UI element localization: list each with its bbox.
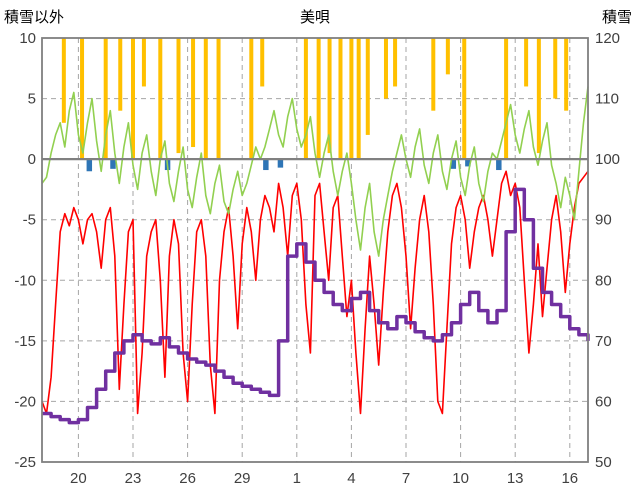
x-axis-tick-label: 23 — [125, 470, 142, 487]
right-axis-tick-label: 70 — [595, 333, 612, 350]
snowfall-bars — [393, 38, 398, 87]
left-axis-tick-label: -15 — [14, 333, 36, 350]
snowfall-bars — [118, 38, 123, 111]
left-axis-tick-label: -20 — [14, 393, 36, 410]
x-axis-tick-label: 26 — [179, 470, 196, 487]
snowfall-bars — [338, 38, 343, 160]
rain-bars — [110, 159, 116, 169]
snowfall-bars — [356, 38, 361, 160]
snowfall-bars — [316, 38, 321, 160]
x-axis-tick-label: 10 — [452, 470, 469, 487]
right-axis-tick-label: 50 — [595, 454, 612, 471]
snowfall-bars — [462, 38, 467, 160]
right-axis-tick-label: 80 — [595, 272, 612, 289]
rain-bars — [465, 159, 471, 167]
snowfall-bars — [564, 38, 569, 111]
snowfall-bars — [130, 38, 136, 160]
right-axis-tick-label: 90 — [595, 212, 612, 229]
left-axis-title: 積雪以外 — [4, 9, 65, 26]
snowfall-bars — [504, 38, 509, 160]
rain-bars — [450, 159, 457, 169]
left-axis-tick-label: -25 — [14, 454, 36, 471]
left-axis-tick-label: 10 — [19, 30, 36, 47]
x-axis-tick-label: 16 — [561, 470, 578, 487]
snowfall-bars — [445, 38, 450, 75]
rain-bars — [496, 159, 502, 171]
snowfall-bars — [524, 38, 529, 87]
snowfall-bars — [80, 38, 85, 160]
right-axis-tick-label: 100 — [595, 151, 620, 168]
snowfall-bars — [536, 38, 541, 154]
x-axis-tick-label: 20 — [70, 470, 87, 487]
chart-title: 美唄 — [299, 9, 330, 26]
snowfall-bars — [216, 38, 221, 160]
snow-depth-line — [42, 187, 590, 425]
plot-border — [41, 37, 589, 463]
left-axis-tick-label: -10 — [14, 272, 36, 289]
right-axis-title: 積雪 — [601, 9, 632, 26]
snowfall-bars — [327, 38, 332, 154]
snowfall-bars — [383, 38, 388, 99]
right-axis-tick-label: 120 — [595, 30, 620, 47]
red-line — [41, 170, 589, 415]
snowfall-bars — [365, 38, 370, 135]
x-axis-tick-label: 29 — [234, 470, 251, 487]
x-axis-tick-label: 1 — [293, 470, 301, 487]
x-axis-tick-label: 7 — [402, 470, 410, 487]
rain-bars — [263, 159, 269, 171]
right-axis-tick-label: 110 — [595, 91, 619, 108]
x-axis-tick-label: 13 — [507, 470, 524, 487]
right-axis-tick-label: 60 — [595, 393, 612, 410]
snowfall-bars — [260, 38, 265, 87]
snowfall-bars — [431, 38, 436, 111]
snowfall-bars — [349, 38, 354, 160]
snowfall-bars — [141, 38, 146, 87]
left-axis-tick-label: -5 — [23, 212, 36, 229]
snowfall-bars — [249, 38, 254, 160]
snowfall-bars — [203, 38, 208, 160]
snowfall-bars — [303, 38, 308, 160]
left-axis-tick-label: 0 — [28, 151, 36, 168]
x-axis-tick-label: 4 — [347, 470, 355, 487]
snowfall-bars — [103, 38, 108, 160]
snowfall-bars — [553, 38, 558, 99]
snowfall-bars — [158, 38, 163, 160]
left-axis-tick-label: 5 — [28, 91, 36, 108]
snowfall-bars — [176, 38, 181, 154]
rain-bars — [86, 159, 93, 172]
snowfall-bars — [191, 38, 196, 148]
rain-bars — [277, 159, 284, 168]
snowfall-bars — [61, 38, 66, 123]
